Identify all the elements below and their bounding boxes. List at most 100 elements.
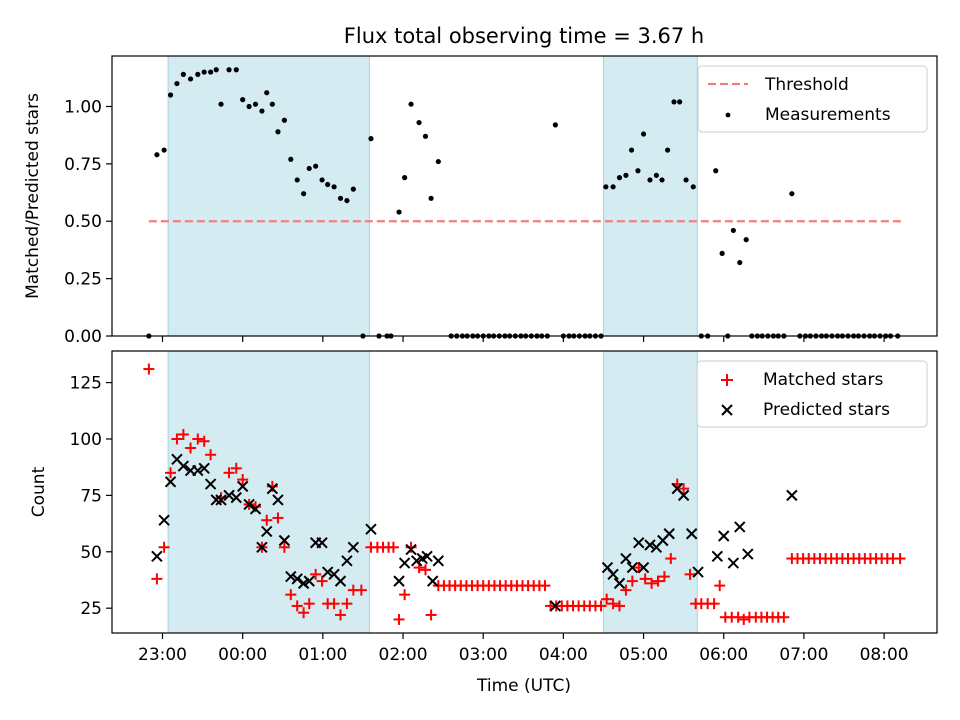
predicted-star-point [158, 514, 170, 526]
measurement-point [294, 177, 300, 183]
predicted-star-point [677, 489, 690, 502]
measurement-point [174, 80, 180, 87]
measurement-point [319, 177, 325, 183]
matched-star-point [665, 553, 677, 565]
matched-star-point [298, 607, 310, 619]
measurement-point [313, 163, 319, 169]
matched-star-point [678, 483, 690, 495]
measurement-point [288, 156, 294, 162]
measurement-point [195, 71, 201, 77]
measurement-point [653, 172, 659, 178]
measurement-point [737, 259, 743, 266]
predicted-star-point [334, 575, 347, 587]
matched-star-point [708, 598, 720, 610]
measurement-point [301, 191, 307, 197]
matched-star-point [620, 584, 632, 596]
shaded-spans [167, 55, 698, 337]
matched-star-point [539, 580, 551, 592]
matched-star-point [198, 435, 210, 447]
measurement-point [226, 67, 232, 73]
matched-star-point [684, 568, 696, 580]
predicted-star-point [278, 534, 291, 547]
predicted-star-point [620, 552, 632, 565]
predicted-star-point [177, 460, 190, 472]
measurement-point [368, 136, 374, 142]
matched-star-point [355, 584, 367, 596]
predicted-star-point [192, 464, 204, 477]
matched-star-point [158, 541, 170, 553]
y-tick-label: 0.25 [64, 270, 102, 290]
matched-star-point [778, 611, 790, 623]
matched-star-point [595, 600, 607, 612]
panel-ratio: Flux total observing time = 3.67 h 0.000… [23, 24, 938, 347]
predicted-star-point [393, 575, 405, 587]
predicted-star-point [204, 478, 217, 490]
predicted-star-point [341, 555, 353, 567]
matched-star-point [399, 589, 411, 601]
measurement-point [743, 237, 749, 243]
matched-star-point [261, 514, 273, 526]
measurement-point [208, 69, 214, 75]
x-tick-label: 23:00 [138, 645, 187, 665]
matched-star-point [601, 593, 613, 605]
predicted-star-point [432, 555, 445, 567]
legend-measurements-swatch [725, 112, 731, 118]
matched-star-point [732, 611, 744, 623]
measurement-point [402, 175, 408, 181]
matched-star-point [639, 573, 651, 585]
predicted-star-point [198, 462, 210, 475]
matched-star-point [165, 467, 177, 479]
x-tick-label: 01:00 [298, 645, 347, 665]
predicted-star-point [607, 568, 619, 581]
legend-label-matched: Matched stars [763, 370, 883, 390]
x-tick-label: 00:00 [218, 645, 267, 665]
x-axis-ticks: 23:00 00:00 01:00 02:00 03:00 04:00 05:00 06:00… [138, 633, 909, 665]
predicted-star-point [786, 489, 798, 502]
x-tick-label: 02:00 [379, 645, 428, 665]
predicted-star-point [742, 548, 754, 560]
matched-star-point [894, 553, 906, 565]
y-tick-label: 1.00 [64, 97, 102, 117]
legend-box [696, 360, 928, 428]
measurement-point [180, 71, 186, 77]
measurement-point [396, 209, 402, 215]
measurement-point [428, 195, 434, 201]
predicted-star-point [633, 537, 645, 549]
matched-star-point [419, 564, 431, 576]
matched-star-point [341, 598, 353, 610]
matched-star-point [652, 575, 664, 587]
measurement-point [187, 76, 194, 82]
predicted-star-point [236, 480, 249, 493]
matched-star-point [626, 575, 638, 587]
legend-label-predicted: Predicted stars [763, 400, 890, 420]
measurement-point [690, 184, 696, 190]
matched-star-point [310, 568, 322, 580]
predicted-star-point [711, 550, 724, 563]
matched-star-point [425, 609, 437, 621]
measurement-point [635, 168, 641, 174]
measurement-point [269, 101, 275, 107]
x-axis-label: Time (UTC) [476, 676, 571, 696]
measurement-point [665, 147, 671, 153]
matched-star-point [303, 598, 315, 610]
measurement-point [623, 172, 629, 178]
matched-star-point [185, 442, 197, 454]
predicted-star-point [613, 577, 626, 590]
measurement-point [628, 147, 635, 153]
measurement-point [435, 158, 441, 165]
predicted-star-point [285, 570, 297, 583]
y-axis-label: Count [29, 466, 49, 517]
measurement-point [603, 184, 609, 190]
matched-star-point [230, 462, 242, 474]
matched-star-point [237, 474, 249, 486]
matched-star-point [387, 541, 399, 553]
predicted-star-point [215, 494, 227, 506]
predicted-star-point [291, 573, 303, 585]
matched-star-point [143, 363, 155, 375]
matched-star-point [177, 428, 189, 440]
matched-star-point [205, 449, 217, 461]
predicted-star-point [261, 525, 273, 538]
predicted-star-point [347, 541, 360, 553]
predicted-star-point [243, 498, 255, 511]
y-tick-label: 0.50 [64, 212, 102, 232]
